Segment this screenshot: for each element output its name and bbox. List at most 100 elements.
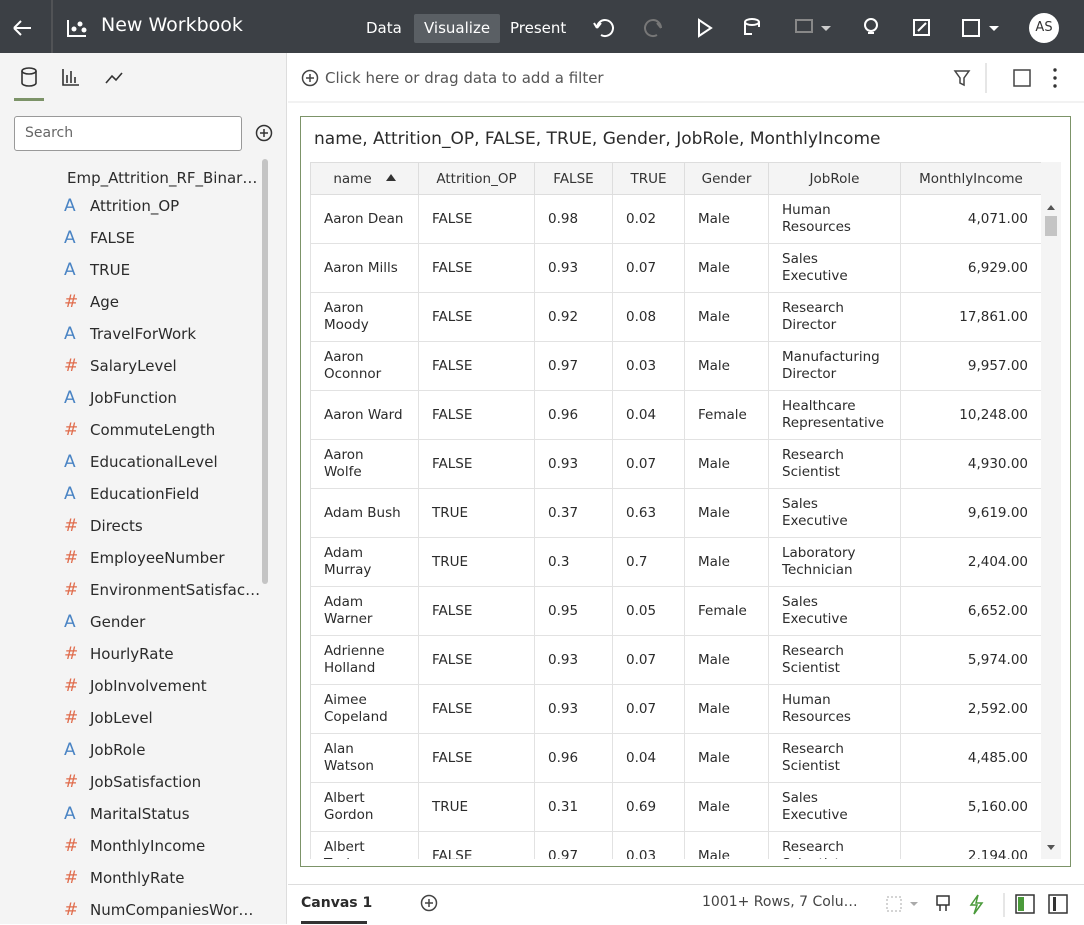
dataset-name[interactable]: Emp_Attrition_RF_Binar… (67, 169, 257, 187)
table-cell: Manufacturing Director (769, 342, 901, 391)
sidebar: Search Emp_Attrition_RF_Binar… AAttritio… (0, 53, 287, 924)
table-cell: Male (685, 342, 769, 391)
field-label: MonthlyIncome (90, 837, 205, 855)
field[interactable]: AJobFunction (64, 388, 177, 408)
field-type-icon: # (64, 772, 90, 792)
table-cell: Sales Executive (769, 587, 901, 636)
field-type-icon: # (64, 292, 90, 312)
field[interactable]: AJobRole (64, 740, 145, 760)
field[interactable]: ATRUE (64, 260, 130, 280)
table-row: Adam WarnerFALSE0.950.05FemaleSales Exec… (311, 587, 1042, 636)
column-header[interactable]: TRUE (613, 163, 685, 195)
field-type-icon: # (64, 516, 90, 536)
field-type-icon: A (64, 196, 90, 216)
workbook-title: New Workbook (101, 14, 243, 36)
field[interactable]: AFALSE (64, 228, 135, 248)
table-cell: 0.07 (613, 636, 685, 685)
field[interactable]: #EnvironmentSatisfac… (64, 580, 260, 600)
field-label: HourlyRate (90, 645, 174, 663)
table-cell: Female (685, 587, 769, 636)
table-cell: Sales Executive (769, 489, 901, 538)
column-header[interactable]: Attrition_OP (419, 163, 535, 195)
table-cell: Research Scientist (769, 636, 901, 685)
field-type-icon: # (64, 356, 90, 376)
table-row: Albert TaylorFALSE0.970.03MaleResearch S… (311, 832, 1042, 860)
table-cell: Albert Taylor (311, 832, 419, 860)
field[interactable]: #JobInvolvement (64, 676, 207, 696)
table-cell: Adam Warner (311, 587, 419, 636)
table-cell: 0.7 (613, 538, 685, 587)
field[interactable]: AMaritalStatus (64, 804, 190, 824)
table-cell: Research Director (769, 293, 901, 342)
table-cell: Aaron Ward (311, 391, 419, 440)
field[interactable]: #HourlyRate (64, 644, 174, 664)
table-cell: Aaron Moody (311, 293, 419, 342)
table-cell: Sales Executive (769, 244, 901, 293)
table-cell: 0.97 (535, 832, 613, 860)
field[interactable]: #JobSatisfaction (64, 772, 201, 792)
field-type-icon: A (64, 484, 90, 504)
filter-placeholder[interactable]: Click here or drag data to add a filter (325, 69, 604, 87)
column-label: MonthlyIncome (919, 171, 1023, 187)
table-view: name, Attrition_OP, FALSE, TRUE, Gender,… (300, 116, 1071, 867)
table-row: Adam BushTRUE0.370.63MaleSales Executive… (311, 489, 1042, 538)
field[interactable]: #NumCompaniesWor… (64, 900, 253, 920)
field[interactable]: #JobLevel (64, 708, 153, 728)
table-cell: FALSE (419, 195, 535, 244)
column-label: Gender (702, 171, 752, 187)
table-row: Adam MurrayTRUE0.30.7MaleLaboratory Tech… (311, 538, 1042, 587)
table-cell: FALSE (419, 293, 535, 342)
field[interactable]: AGender (64, 612, 145, 632)
table-cell: 0.07 (613, 685, 685, 734)
field[interactable]: #Age (64, 292, 119, 312)
field[interactable]: AAttrition_OP (64, 196, 179, 216)
column-header[interactable]: MonthlyIncome (901, 163, 1042, 195)
table-cell: 5,160.00 (901, 783, 1042, 832)
field-label: NumCompaniesWor… (90, 901, 253, 919)
view-title: name, Attrition_OP, FALSE, TRUE, Gender,… (314, 129, 880, 149)
tab[interactable]: Present (500, 14, 576, 43)
field-label: FALSE (90, 229, 135, 247)
column-label: name (333, 171, 371, 187)
field[interactable]: #Directs (64, 516, 143, 536)
table-cell: Aaron Wolfe (311, 440, 419, 489)
table-cell: 0.02 (613, 195, 685, 244)
field[interactable]: ATravelForWork (64, 324, 196, 344)
table-cell: 0.04 (613, 391, 685, 440)
tab[interactable]: Visualize (414, 14, 500, 43)
scrollbar[interactable] (262, 159, 268, 584)
column-header[interactable]: Gender (685, 163, 769, 195)
field-type-icon: A (64, 740, 90, 760)
scroll-thumb[interactable] (1045, 216, 1057, 236)
field-label: MonthlyRate (90, 869, 184, 887)
field[interactable]: #CommuteLength (64, 420, 215, 440)
table-cell: 10,248.00 (901, 391, 1042, 440)
table-cell: FALSE (419, 244, 535, 293)
field[interactable]: #SalaryLevel (64, 356, 177, 376)
table-cell: Male (685, 783, 769, 832)
avatar[interactable]: AS (1029, 13, 1059, 43)
field[interactable]: #EmployeeNumber (64, 548, 225, 568)
field[interactable]: #MonthlyIncome (64, 836, 205, 856)
field-label: CommuteLength (90, 421, 215, 439)
table-cell: 0.05 (613, 587, 685, 636)
table-cell: 0.07 (613, 244, 685, 293)
table-cell: Research Scientist (769, 832, 901, 860)
field-type-icon: # (64, 420, 90, 440)
table-scrollbar[interactable] (1041, 162, 1061, 859)
table-row: Aaron MillsFALSE0.930.07MaleSales Execut… (311, 244, 1042, 293)
field[interactable]: AEducationalLevel (64, 452, 218, 472)
tab[interactable]: Data (356, 14, 412, 43)
table-cell: 0.04 (613, 734, 685, 783)
table-cell: 0.08 (613, 293, 685, 342)
column-header[interactable]: name (311, 163, 419, 195)
field[interactable]: #MonthlyRate (64, 868, 184, 888)
table-cell: 0.92 (535, 293, 613, 342)
column-header[interactable]: FALSE (535, 163, 613, 195)
field[interactable]: AEducationField (64, 484, 199, 504)
field-type-icon: # (64, 676, 90, 696)
table-cell: 0.96 (535, 391, 613, 440)
field-type-icon: # (64, 900, 90, 920)
column-header[interactable]: JobRole (769, 163, 901, 195)
footer: Canvas 1 1001+ Rows, 7 Colu… (288, 884, 1084, 924)
